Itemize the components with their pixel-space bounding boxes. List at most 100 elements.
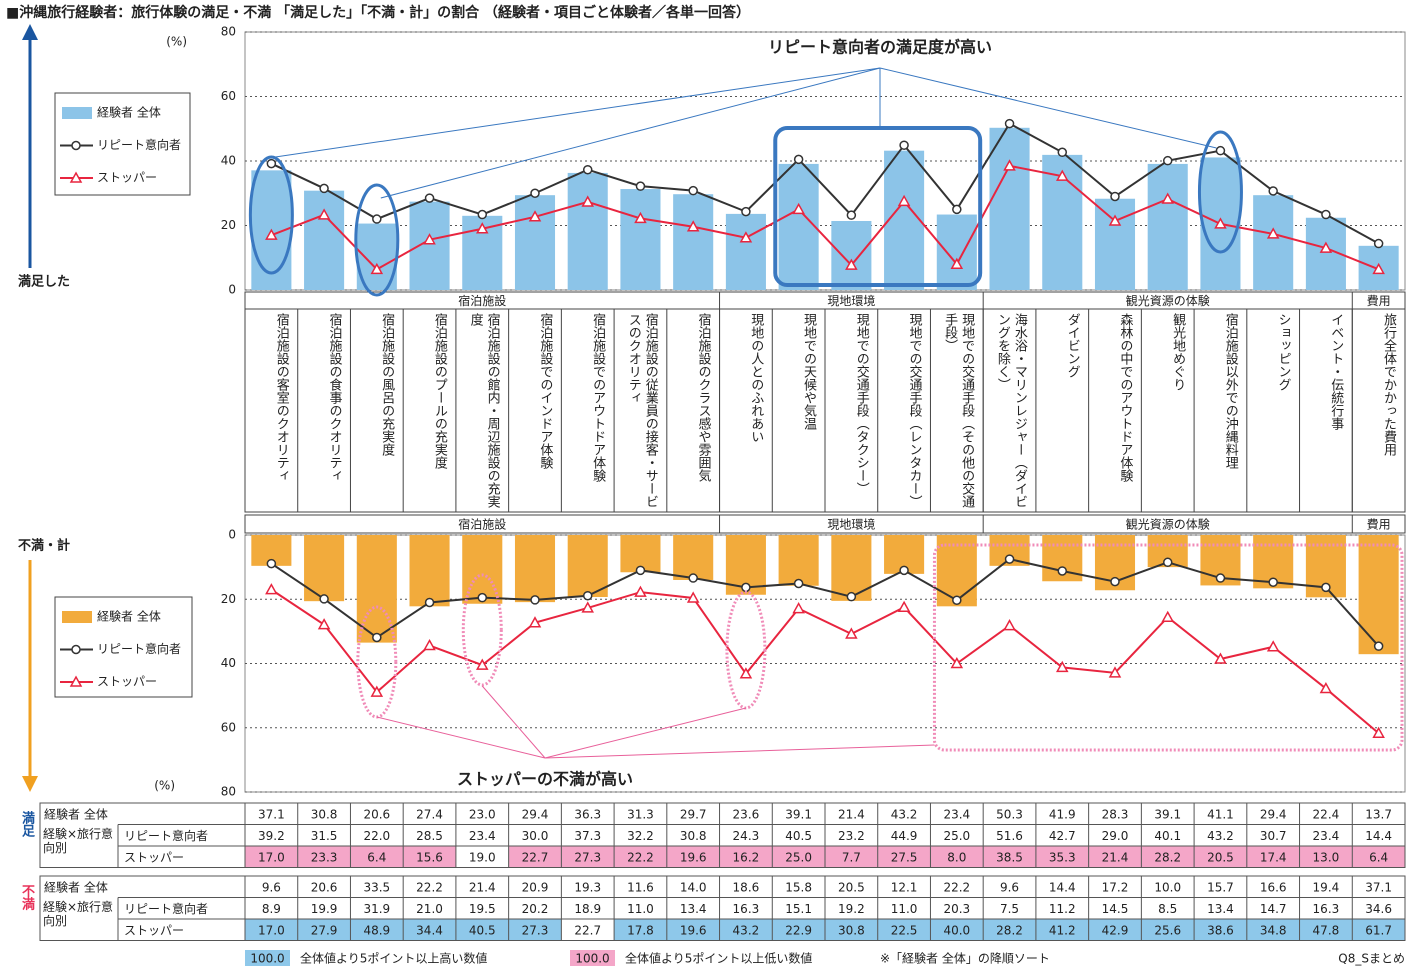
table-cell: 27.4 <box>416 807 443 821</box>
row-label: 経験者 全体 <box>44 879 108 894</box>
bar <box>884 150 925 290</box>
bar <box>514 195 556 290</box>
legend-swatch <box>62 611 92 623</box>
table-cell: 40.5 <box>469 923 496 937</box>
table-cell: 17.0 <box>258 923 285 937</box>
legend-marker <box>69 171 83 183</box>
cell-highlight <box>930 846 984 868</box>
table-cell: 31.5 <box>311 829 338 843</box>
point <box>423 233 436 245</box>
table-cell: 23.4 <box>943 807 970 821</box>
table-cell: 34.8 <box>1260 923 1287 937</box>
point <box>1004 554 1015 564</box>
table-cell: 37.1 <box>1365 880 1392 894</box>
table-cell: 23.3 <box>311 850 338 864</box>
table-cell: 14.7 <box>1260 902 1287 916</box>
point <box>370 685 384 697</box>
table-cell: 37.3 <box>574 829 601 843</box>
cell-highlight <box>614 846 667 868</box>
cell-highlight <box>719 919 773 941</box>
table-cell: 9.6 <box>1000 880 1019 894</box>
category-label: 現地での交通手段（その他の交通手段） <box>942 313 975 508</box>
point <box>741 206 751 217</box>
cell-highlight <box>666 846 720 868</box>
y-tick-label: 20 <box>221 218 236 232</box>
point <box>530 188 540 198</box>
group-label: 費用 <box>1367 517 1391 532</box>
table-cell: 34.6 <box>1365 902 1392 916</box>
table-cell: 7.7 <box>842 850 861 864</box>
point <box>423 638 436 651</box>
cell-highlight <box>403 919 456 941</box>
table-cell: 41.1 <box>1207 807 1234 821</box>
point <box>1108 666 1122 678</box>
point <box>1057 566 1068 576</box>
table-cell: 27.9 <box>311 923 338 937</box>
cell-highlight <box>825 846 878 868</box>
cell-highlight <box>877 919 931 941</box>
table-cell: 37.1 <box>258 807 285 821</box>
point <box>846 210 857 220</box>
cell-highlight <box>1141 846 1195 868</box>
point <box>793 578 804 589</box>
point <box>952 204 962 215</box>
table-cell: 13.4 <box>680 902 707 916</box>
cell-highlight <box>1246 846 1300 868</box>
point <box>1004 118 1015 129</box>
cell-highlight <box>1035 919 1089 941</box>
y-tick-label: 60 <box>221 720 236 734</box>
table-cell: 16.3 <box>1313 902 1340 916</box>
table-cell: 23.2 <box>838 829 865 843</box>
highlight-ellipse <box>725 590 767 710</box>
point <box>1214 217 1227 229</box>
point <box>582 590 593 601</box>
category-label: 宿泊施設の従業員の接客・サービスのクオリティ <box>625 313 658 508</box>
point <box>635 565 646 576</box>
point <box>1162 557 1173 568</box>
point <box>741 582 751 593</box>
cell-highlight <box>245 846 298 868</box>
point <box>950 257 964 269</box>
cell-highlight <box>666 919 720 941</box>
point <box>1372 726 1385 738</box>
note-swatch-label: 100.0 <box>250 952 284 966</box>
cell-highlight <box>1299 919 1353 941</box>
y-axis-label: 不満・計 <box>18 538 70 554</box>
series-line <box>270 588 1380 734</box>
table-cell: 19.2 <box>838 902 865 916</box>
table-cell: 8.0 <box>947 850 966 864</box>
callout-line <box>376 716 546 759</box>
point <box>424 597 435 608</box>
row-label: 経験者 全体 <box>44 806 108 821</box>
cell-highlight <box>1352 919 1405 941</box>
point <box>1108 214 1122 226</box>
group-label: 宿泊施設 <box>458 293 506 308</box>
table-cell: 15.6 <box>416 850 443 864</box>
point <box>1055 660 1069 673</box>
cell-highlight <box>772 846 825 868</box>
point <box>739 231 753 243</box>
callout-line <box>879 67 1217 149</box>
table-cell: 8.5 <box>1158 902 1177 916</box>
bar <box>831 220 872 290</box>
table-cell: 30.8 <box>680 829 707 843</box>
cell-highlight <box>719 846 773 868</box>
table-cell: 20.3 <box>943 902 970 916</box>
cell-highlight <box>1299 846 1353 868</box>
table-cell: 27.3 <box>522 923 549 937</box>
cell-highlight <box>561 846 615 868</box>
table-cell: 16.3 <box>733 902 760 916</box>
category-label: イベント・伝統行事 <box>1328 313 1344 430</box>
note-swatch <box>570 950 615 966</box>
table-cell: 51.6 <box>996 829 1023 843</box>
table-cell: 22.5 <box>891 923 918 937</box>
highlight-box <box>773 126 983 287</box>
y-tick-label: 40 <box>221 656 236 670</box>
point <box>1162 155 1173 166</box>
cell-highlight <box>403 846 456 868</box>
point <box>475 658 489 670</box>
table-cell: 23.4 <box>469 829 496 843</box>
point <box>1161 192 1175 204</box>
category-label: 森林の中でのアウトドア体験 <box>1117 313 1133 482</box>
